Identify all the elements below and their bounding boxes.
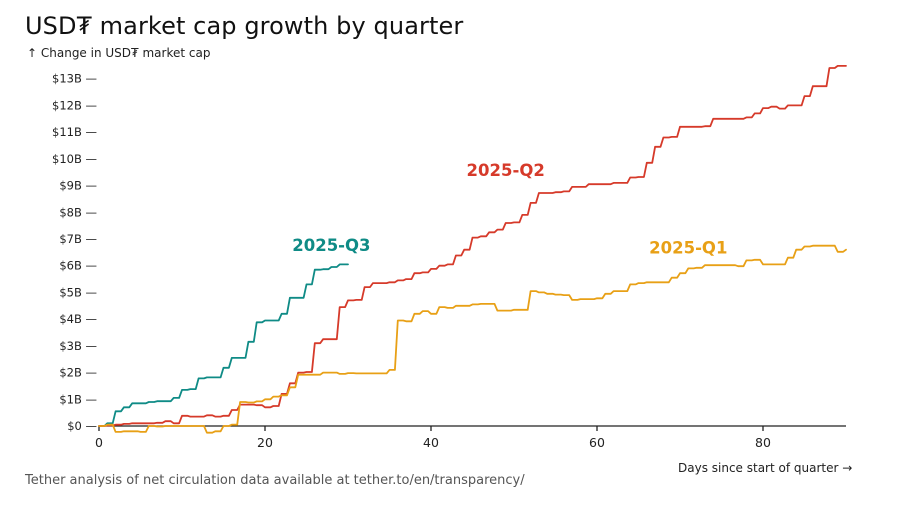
chart-title: USD₮ market cap growth by quarter (25, 12, 464, 40)
y-tick-label: $12B — (52, 98, 97, 112)
y-tick-label: $2B — (59, 366, 97, 380)
y-tick-label: $13B — (52, 72, 97, 86)
series-label-2025-q3: 2025-Q3 (292, 236, 370, 255)
series-line-2025-q3 (98, 263, 349, 427)
y-tick-label: $8B — (59, 205, 97, 219)
series-labels: 2025-Q3 2025-Q2 2025-Q1 (292, 161, 727, 257)
x-tick-label: 60 (589, 435, 605, 450)
y-tick-label: $6B — (59, 259, 97, 273)
y-tick-label: $1B — (59, 392, 97, 406)
y-axis-label: ↑ Change in USD₮ market cap (27, 46, 211, 60)
y-tick-label: $4B — (59, 312, 97, 326)
series-label-2025-q1: 2025-Q1 (649, 239, 727, 258)
x-axis-label: Days since start of quarter → (678, 461, 853, 475)
series-line-2025-q2 (98, 65, 847, 427)
x-tick-label: 0 (95, 435, 103, 450)
series-label-2025-q2: 2025-Q2 (467, 161, 545, 180)
x-tick-label: 80 (755, 435, 771, 450)
series-line-2025-q1 (98, 244, 847, 434)
y-ticks: $0 — $1B — $2B — $3B — $4B — $5B — $6B — $7B — $… (52, 72, 97, 433)
y-tick-label: $11B — (52, 125, 97, 139)
y-tick-label: $3B — (59, 339, 97, 353)
y-tick-label: $10B — (52, 152, 97, 166)
x-tick-label: 20 (257, 435, 273, 450)
y-tick-label: $9B — (59, 179, 97, 193)
source-note: Tether analysis of net circulation data … (25, 473, 525, 488)
x-tick-label: 40 (423, 435, 439, 450)
series-lines (98, 65, 847, 434)
y-tick-label: $0 — (67, 419, 97, 433)
y-tick-label: $7B — (59, 232, 97, 246)
x-ticks: 0 20 40 60 80 (95, 426, 771, 450)
y-tick-label: $5B — (59, 285, 97, 299)
